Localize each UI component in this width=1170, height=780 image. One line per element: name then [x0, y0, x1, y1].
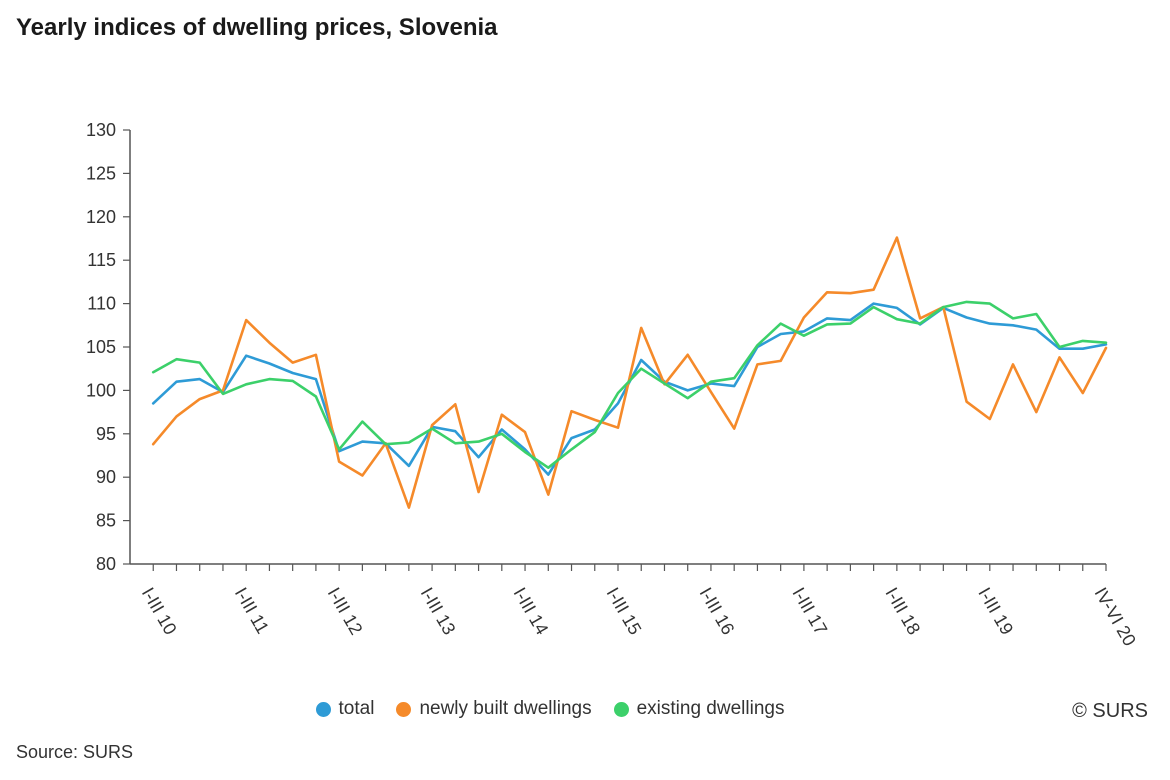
legend-label-existing: existing dwellings	[636, 698, 785, 719]
x-tick-label: I-III 11	[231, 584, 273, 637]
legend-item-total[interactable]: total	[315, 698, 375, 720]
y-tick-label: 100	[86, 380, 116, 400]
y-tick-label: 110	[87, 294, 116, 314]
y-tick-label: 85	[96, 511, 116, 531]
legend-marker-existing	[613, 701, 629, 717]
x-tick-label: I-III 17	[788, 584, 831, 638]
y-tick-label: 130	[86, 120, 116, 140]
series-line-existing-dwellings	[151, 300, 1108, 470]
chart-svg: 80 85 90 95 100 105 110 115 120 125 130 I-III 10 I-I…	[86, 120, 1140, 649]
y-tick-label: 125	[86, 163, 116, 183]
legend-label-total: total	[338, 698, 375, 719]
series-line-newly-built-dwellings	[151, 236, 1108, 509]
legend-item-existing[interactable]: existing dwellings	[613, 698, 785, 720]
y-tick-label: 95	[96, 424, 116, 444]
x-tick-label: I-III 16	[695, 584, 738, 638]
x-tick-label: IV-VI 20	[1091, 584, 1140, 649]
y-tick-label: 115	[87, 250, 116, 270]
x-tick-label: I-III 14	[510, 584, 553, 638]
y-tick-label: 80	[96, 554, 116, 574]
x-tick-label: I-III 18	[881, 584, 924, 638]
y-tick-label: 120	[86, 207, 116, 227]
x-tick-label: I-III 12	[324, 584, 367, 638]
x-tick-label: I-III 19	[974, 584, 1017, 638]
source-label: Source: SURS	[16, 742, 134, 762]
x-tick-label: I-III 15	[603, 584, 646, 638]
x-tick-label: I-III 10	[138, 584, 181, 638]
x-tick-label: I-III 13	[417, 584, 460, 638]
legend-item-newly-built[interactable]: newly built dwellings	[396, 698, 592, 720]
legend: total newly built dwellings existing dwe…	[0, 698, 1100, 720]
legend-marker-newly-built	[396, 701, 412, 717]
legend-label-newly-built: newly built dwellings	[419, 698, 592, 719]
copyright-label: © SURS	[1072, 700, 1148, 722]
legend-marker-total	[315, 701, 331, 717]
y-tick-label: 90	[96, 467, 116, 487]
chart-title: Yearly indices of dwelling prices, Slove…	[16, 14, 498, 41]
y-tick-label: 105	[86, 337, 116, 357]
